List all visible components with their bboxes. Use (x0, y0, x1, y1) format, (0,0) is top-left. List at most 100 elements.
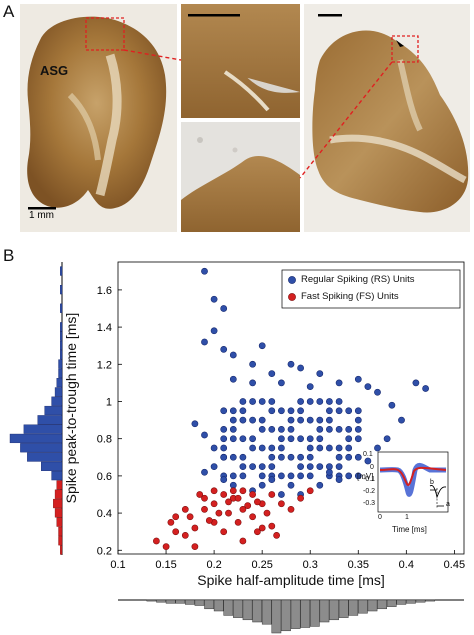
histogram-y-bar-fs (53, 498, 63, 509)
histogram-y-bar-rs (41, 461, 63, 471)
rs-point (345, 472, 353, 480)
y-tick-label: 0.2 (97, 545, 112, 557)
zoom-bottom-speck-2 (232, 147, 238, 153)
histogram-x-bar (175, 599, 186, 604)
legend-label-rs: Regular Spiking (RS) Units (301, 274, 415, 285)
brain-slice-left (27, 16, 167, 209)
rs-point (287, 435, 295, 443)
histogram-y-bar-rs (60, 340, 63, 351)
histogram-y-bar-rs (58, 368, 63, 378)
histogram-x-bar (367, 599, 378, 612)
histogram-x-bar (386, 599, 397, 607)
histogram-y-bar-rs (56, 378, 63, 388)
rs-point (297, 407, 304, 415)
rs-point (306, 472, 314, 480)
arrow-marker-icon (396, 40, 404, 47)
inset-xtick-0: 0 (378, 514, 382, 521)
rs-point (258, 342, 266, 350)
rs-point (239, 398, 247, 405)
rs-point (220, 435, 228, 443)
rs-point (229, 351, 237, 359)
fs-point (153, 537, 160, 545)
x-tick-label: 0.45 (444, 559, 465, 571)
histogram-y-bar-fs (58, 536, 63, 546)
rs-point (297, 435, 304, 443)
x-tick-label: 0.15 (155, 559, 176, 571)
rs-point (345, 453, 353, 461)
rs-point (374, 388, 381, 396)
histogram-y-bar-rs (23, 424, 63, 434)
fs-point (306, 487, 314, 495)
fs-point (205, 517, 213, 524)
rs-point (316, 444, 324, 452)
rs-point (191, 420, 199, 428)
rs-point (268, 444, 276, 452)
scale-label-left: 1 mm (29, 210, 54, 221)
inset-box-right (391, 35, 419, 63)
rs-point (306, 383, 314, 390)
zoom-top-tissue (181, 4, 300, 118)
panel-a (20, 4, 470, 232)
rs-point (249, 379, 256, 387)
rs-point (229, 481, 237, 489)
histogram-y-bar-rs (51, 471, 63, 481)
fs-point (254, 498, 261, 506)
rs-point (326, 444, 333, 452)
rs-point (278, 407, 285, 415)
scale-bar-right (318, 14, 342, 17)
fs-point (181, 532, 189, 539)
rs-point (335, 379, 343, 387)
histogram-x-bar (146, 599, 157, 602)
histogram-y-bar-rs (60, 350, 63, 360)
fs-point (191, 524, 199, 532)
histogram-x-bar (194, 599, 205, 606)
zoom-bottom-speck-1 (197, 137, 203, 143)
histogram-y-bar-rs (60, 266, 63, 276)
rs-point (306, 398, 314, 405)
rs-point (210, 295, 218, 303)
rs-point (306, 444, 314, 452)
rs-point (268, 426, 276, 433)
x-tick-label: 0.25 (251, 559, 272, 571)
histogram-y-bar-rs (44, 405, 63, 416)
fs-point (234, 494, 242, 502)
fs-point (181, 506, 189, 513)
fs-point (229, 487, 237, 495)
rs-point (287, 472, 295, 480)
rs-point (316, 426, 324, 433)
histogram-y-bar-rs (51, 396, 63, 406)
rs-point (354, 435, 362, 443)
rs-point (316, 435, 324, 443)
rs-point (229, 453, 237, 461)
rs-point (268, 370, 276, 377)
fs-point (278, 500, 285, 508)
y-tick-label: 1.6 (97, 285, 112, 297)
rs-point (326, 463, 333, 470)
histogram-x-bar (233, 599, 243, 618)
rs-point (268, 463, 276, 470)
histogram-y-bar-rs (60, 331, 63, 341)
rs-point (249, 416, 256, 424)
rs-point (220, 305, 228, 312)
rs-point (258, 463, 266, 470)
fs-point (201, 506, 208, 513)
legend (281, 269, 461, 309)
histogram-y-bar-rs (60, 303, 63, 313)
histogram-x-bar (425, 599, 436, 602)
legend-label-fs: Fast Spiking (FS) Units (301, 291, 399, 302)
rs-point (335, 398, 343, 405)
scatter-points (153, 267, 429, 550)
legend-marker-fs (288, 293, 296, 301)
rs-point (316, 481, 324, 489)
scale-bar-left (28, 207, 56, 210)
rs-point (345, 435, 353, 443)
rs-point (249, 463, 256, 470)
fs-point (258, 524, 266, 532)
histogram-x-bar (223, 599, 234, 616)
rs-point (220, 476, 228, 483)
rs-point (287, 453, 295, 461)
rs-point (306, 435, 314, 443)
fs-point (210, 487, 218, 495)
rs-point (306, 453, 314, 461)
